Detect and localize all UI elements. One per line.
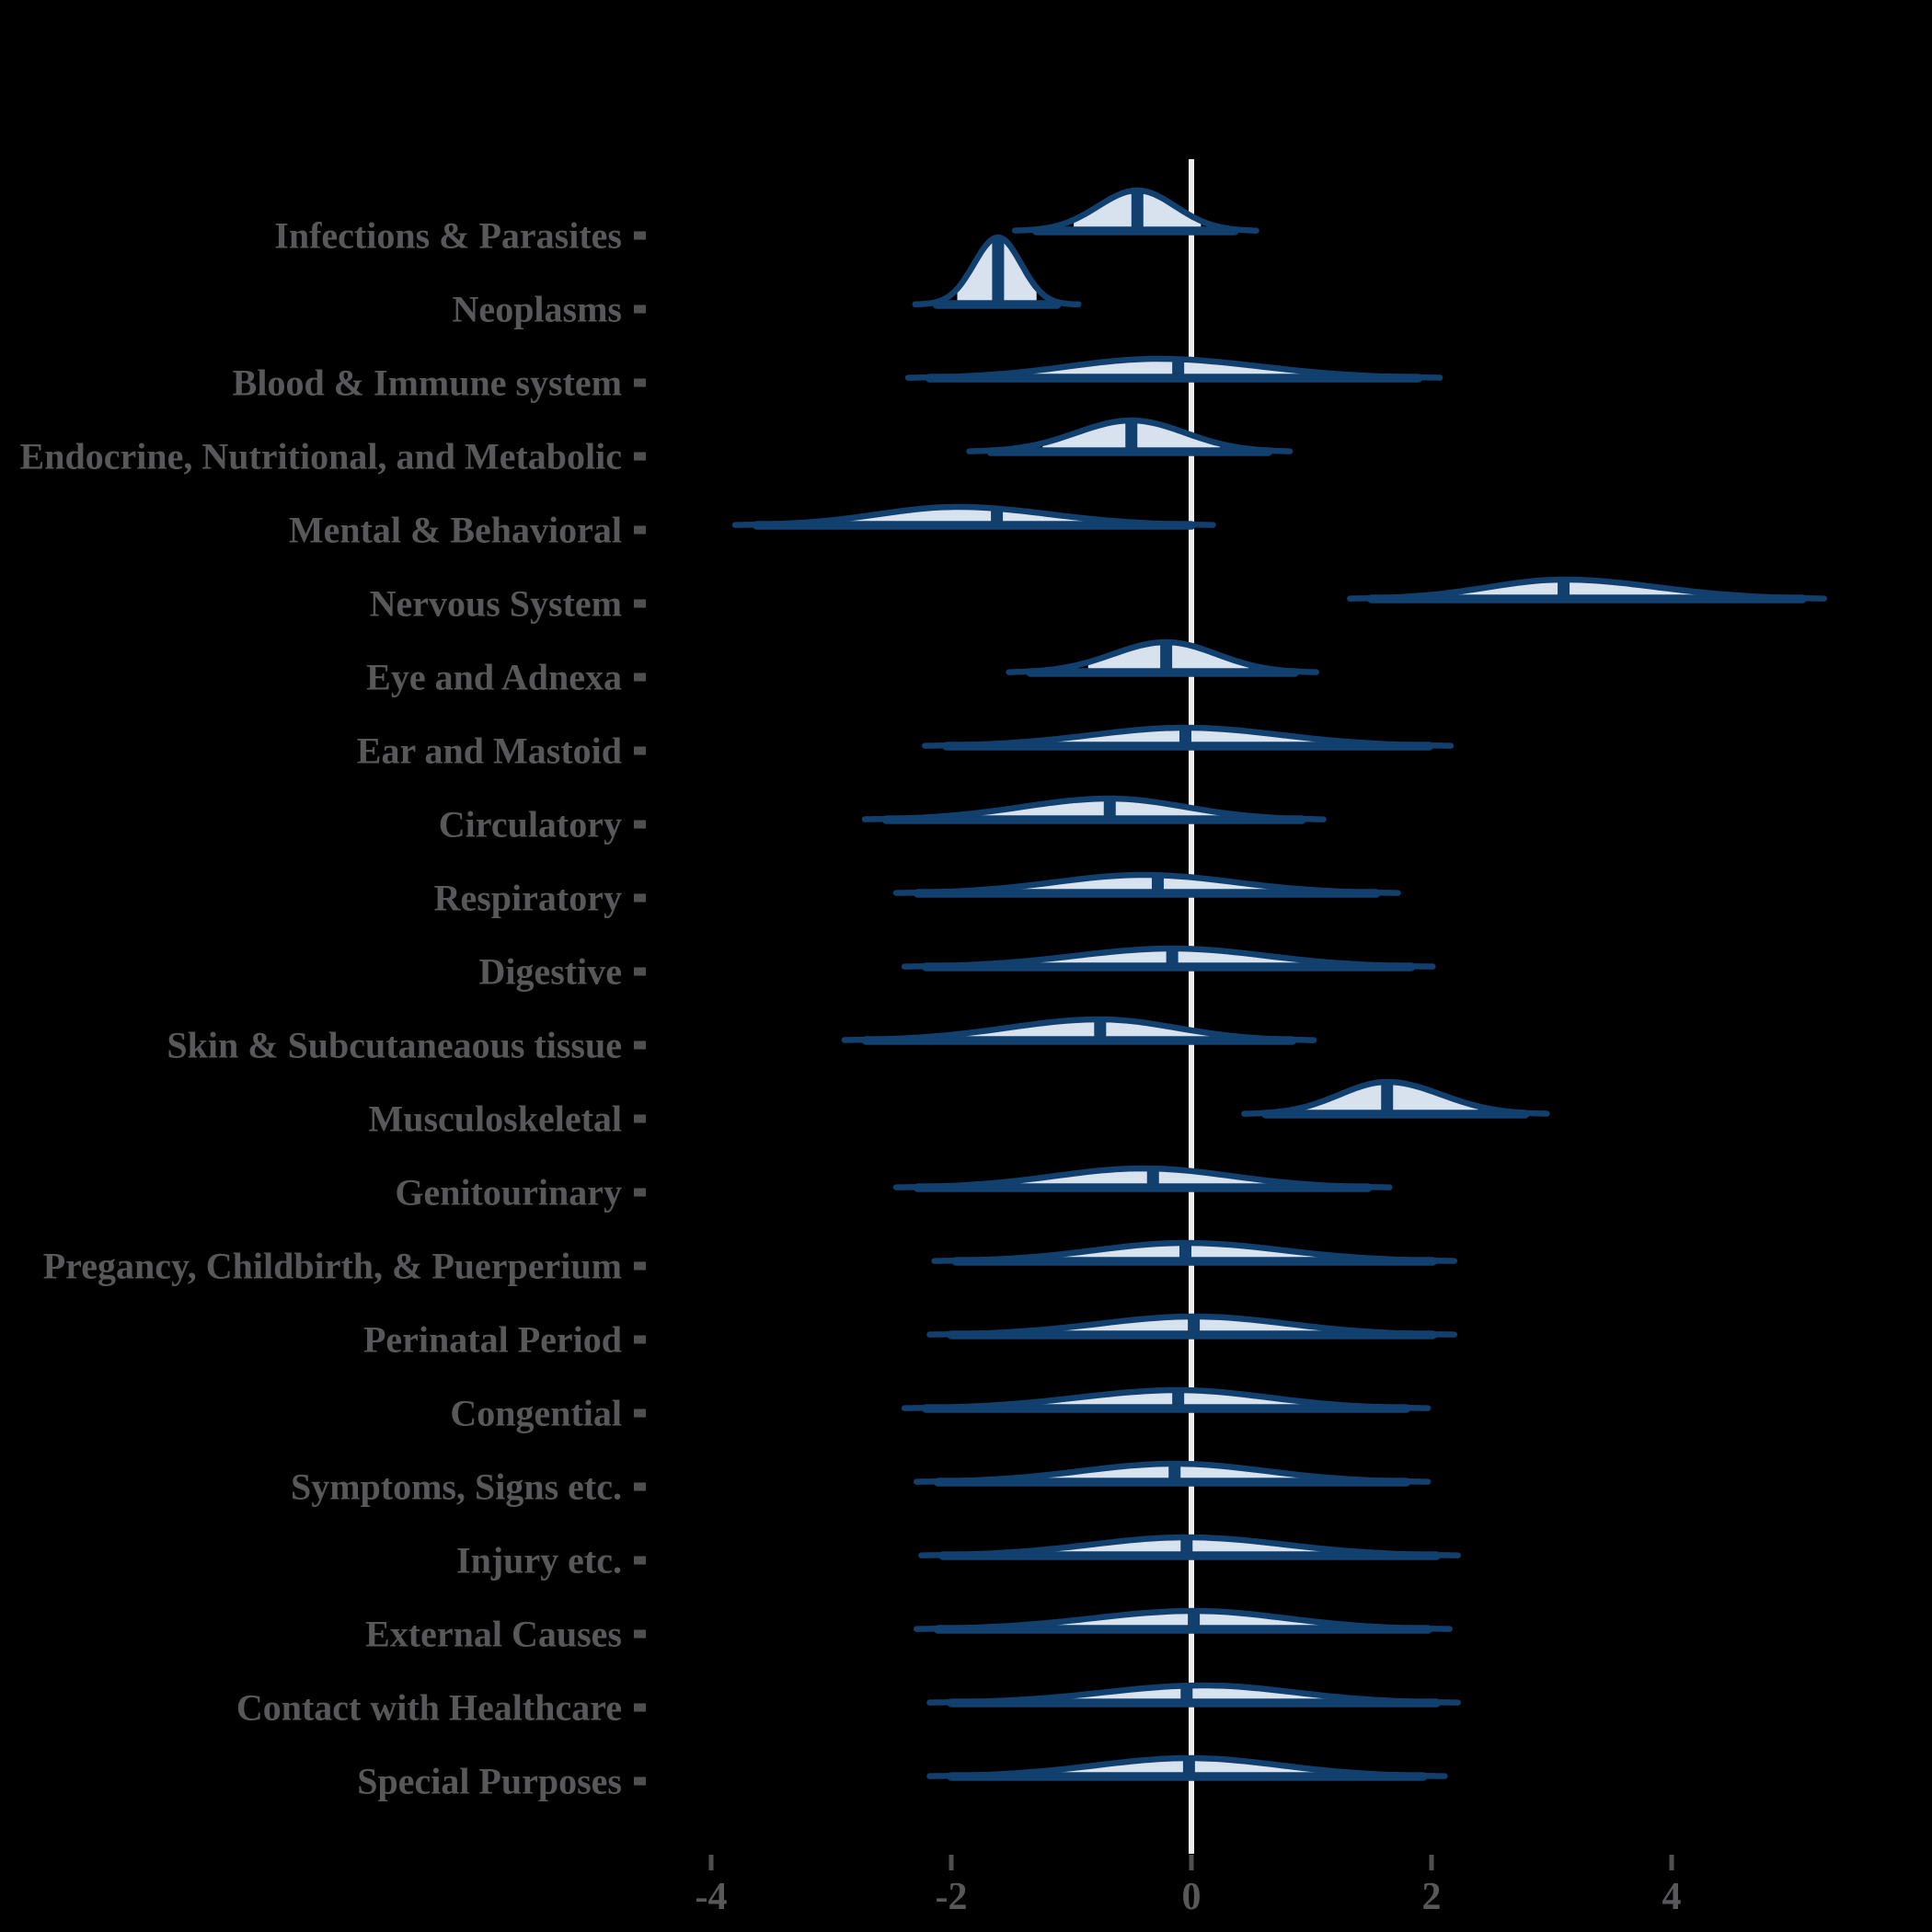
category-label: Digestive bbox=[478, 951, 622, 993]
category-label: Neoplasms bbox=[453, 289, 622, 330]
violin-row: Endocrine, Nutritional, and Metabolic bbox=[20, 417, 1294, 477]
violin-row: Infections & Parasites bbox=[274, 187, 1259, 257]
violin-row: Perinatal Period bbox=[363, 1313, 1458, 1361]
category-label: Pregancy, Childbirth, & Puerperium bbox=[43, 1246, 622, 1287]
y-axis-tick bbox=[634, 1261, 646, 1271]
category-label: Symptoms, Signs etc. bbox=[291, 1466, 622, 1508]
violin-row: Contact with Healthcare bbox=[236, 1682, 1461, 1729]
violin-row: Symptoms, Signs etc. bbox=[291, 1460, 1432, 1508]
category-label: Congential bbox=[450, 1393, 622, 1434]
density-fill bbox=[960, 1019, 1225, 1041]
density-curve bbox=[966, 417, 1294, 454]
y-axis-tick bbox=[634, 1482, 646, 1491]
y-axis-tick bbox=[634, 378, 646, 387]
density-curve bbox=[1011, 187, 1259, 234]
category-label: External Causes bbox=[365, 1614, 622, 1655]
category-label: Special Purposes bbox=[357, 1761, 622, 1802]
category-label: Injury etc. bbox=[456, 1540, 622, 1581]
density-fill bbox=[1040, 1243, 1343, 1261]
x-tick-label: 0 bbox=[1182, 1876, 1202, 1918]
y-axis-tick bbox=[634, 967, 646, 976]
violin-row: Circulatory bbox=[439, 795, 1327, 845]
category-label: Contact with Healthcare bbox=[236, 1687, 622, 1729]
x-tick-label: 2 bbox=[1422, 1876, 1442, 1918]
category-label: Perinatal Period bbox=[363, 1319, 622, 1361]
y-axis-tick bbox=[634, 1041, 646, 1050]
violin-row: Mental & Behavioral bbox=[289, 503, 1216, 551]
violin-row: Special Purposes bbox=[357, 1754, 1448, 1802]
violin-row: Digestive bbox=[478, 945, 1436, 993]
y-axis-tick bbox=[634, 1188, 646, 1197]
category-label: Infections & Parasites bbox=[274, 215, 622, 257]
category-label: Mental & Behavioral bbox=[289, 510, 622, 551]
y-axis-tick bbox=[634, 452, 646, 461]
violin-row: Blood & Immune system bbox=[233, 355, 1443, 404]
x-tick-label: 4 bbox=[1662, 1876, 1682, 1918]
density-fill bbox=[1015, 1390, 1327, 1409]
category-label: Genitourinary bbox=[395, 1172, 622, 1213]
y-axis-tick bbox=[634, 1409, 646, 1418]
violin-row: Genitourinary bbox=[395, 1165, 1393, 1213]
category-label: Eye and Adnexa bbox=[366, 657, 622, 698]
violin-row: Skin & Subcutaneaous tissue bbox=[167, 1016, 1317, 1066]
category-label: Nervous System bbox=[370, 583, 622, 625]
category-label: Musculoskeletal bbox=[368, 1098, 622, 1140]
y-axis-tick bbox=[634, 231, 646, 240]
y-axis-tick bbox=[634, 525, 646, 535]
y-axis-tick bbox=[634, 1703, 646, 1712]
violin-row: Respiratory bbox=[434, 871, 1401, 919]
y-axis-tick bbox=[634, 1556, 646, 1565]
y-axis-tick bbox=[634, 893, 646, 903]
category-label: Skin & Subcutaneaous tissue bbox=[167, 1025, 622, 1066]
violin-row: Eye and Adnexa bbox=[366, 638, 1319, 698]
y-axis-tick bbox=[634, 673, 646, 682]
violin-row: Injury etc. bbox=[456, 1534, 1461, 1581]
category-label: Endocrine, Nutritional, and Metabolic bbox=[20, 436, 622, 477]
density-curve bbox=[912, 234, 1082, 308]
violin-row: Congential bbox=[450, 1386, 1432, 1434]
density-fill bbox=[1001, 1168, 1288, 1188]
x-tick-label: -4 bbox=[696, 1876, 728, 1918]
y-axis-tick bbox=[634, 1777, 646, 1786]
violin-row: Pregancy, Childbirth, & Puerperium bbox=[43, 1239, 1458, 1287]
y-axis-tick bbox=[634, 1114, 646, 1123]
violin-row: Nervous System bbox=[370, 576, 1827, 625]
y-axis-tick bbox=[634, 599, 646, 608]
y-axis-tick bbox=[634, 746, 646, 755]
y-axis-tick bbox=[634, 305, 646, 314]
violin-row: Ear and Mastoid bbox=[357, 724, 1455, 772]
category-label: Ear and Mastoid bbox=[357, 730, 622, 772]
category-label: Respiratory bbox=[434, 878, 622, 919]
y-axis-tick bbox=[634, 1335, 646, 1344]
category-label: Blood & Immune system bbox=[233, 362, 622, 404]
category-label: Circulatory bbox=[439, 804, 622, 845]
density-fill bbox=[972, 799, 1233, 820]
violin-row: External Causes bbox=[365, 1607, 1453, 1655]
y-axis-tick bbox=[634, 820, 646, 829]
x-tick-label: -2 bbox=[936, 1876, 968, 1918]
violin-row: Musculoskeletal bbox=[368, 1078, 1550, 1140]
violin-row: Neoplasms bbox=[453, 234, 1082, 330]
y-axis-tick bbox=[634, 1629, 646, 1639]
